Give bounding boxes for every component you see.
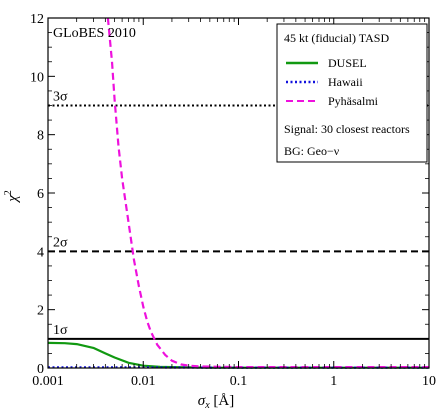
- x-tick-label: 0.01: [131, 374, 156, 389]
- y-tick-label: 8: [37, 129, 44, 144]
- legend-title: 45 kt (fiducial) TASD: [284, 31, 389, 45]
- sigma-label-3: 3σ: [53, 90, 68, 105]
- x-tick-label: 1: [330, 374, 337, 389]
- y-tick-label: 4: [37, 245, 44, 260]
- y-tick-label: 12: [30, 12, 44, 27]
- x-tick-label: 10: [422, 374, 436, 389]
- x-tick-label: 0.001: [32, 374, 64, 389]
- y-axis-label: χ2: [3, 190, 21, 204]
- legend-label-dusel: DUSEL: [328, 56, 367, 70]
- x-tick-label: 0.1: [230, 374, 248, 389]
- series-line-pyhsalmi: [106, 17, 429, 369]
- y-axis-ticks: 0 2 4 6 8 10 12: [30, 12, 429, 377]
- legend-label-pyhasalmi: Pyhäsalmi: [328, 94, 379, 108]
- legend-signal: Signal: 30 closest reactors: [284, 122, 410, 136]
- y-tick-label: 6: [37, 187, 44, 202]
- reference-lines: 1σ 2σ 3σ: [48, 90, 429, 340]
- globes-label: GLoBES 2010: [53, 26, 136, 41]
- x-axis-label: σx [Å]: [198, 393, 234, 411]
- sigma-label-1: 1σ: [53, 323, 68, 338]
- sigma-label-2: 2σ: [53, 235, 68, 250]
- legend-box: [276, 23, 428, 163]
- y-tick-label: 0: [37, 362, 44, 377]
- legend-background: BG: Geo−ν: [284, 144, 340, 158]
- y-tick-label: 2: [37, 304, 44, 319]
- legend: 45 kt (fiducial) TASD DUSEL Hawaii Pyhäs…: [276, 23, 428, 163]
- y-tick-label: 10: [30, 70, 44, 85]
- x-axis-ticks: 0.001 0.01 0.1 1 10: [32, 18, 436, 389]
- legend-label-hawaii: Hawaii: [328, 75, 363, 89]
